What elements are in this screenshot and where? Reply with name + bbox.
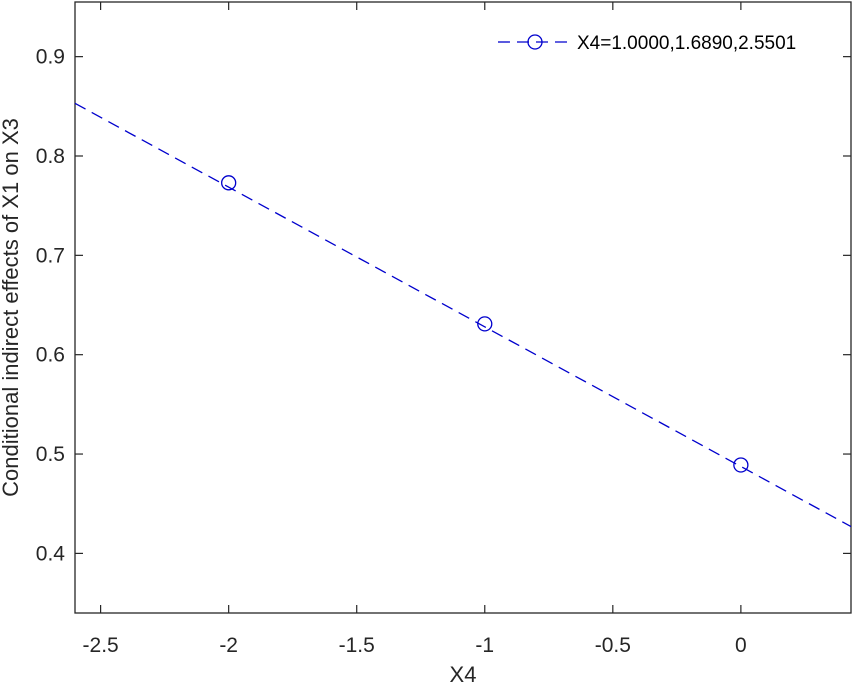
y-tick-label: 0.6 <box>36 344 65 367</box>
x-tick-label: 0 <box>735 634 747 657</box>
data-point <box>221 175 237 191</box>
legend-marker <box>527 34 543 50</box>
x-axis-ticks: -2.5 -2 -1.5 -1 -0.5 0 <box>83 2 747 657</box>
x-tick-label: -1 <box>475 634 494 657</box>
plot-frame <box>74 1 852 614</box>
data-point <box>733 457 749 473</box>
legend-label: X4=1.0000,1.6890,2.5501 <box>577 33 796 54</box>
legend: X4=1.0000,1.6890,2.5501 <box>498 33 796 54</box>
series-line <box>74 102 852 528</box>
y-tick-label: 0.5 <box>36 443 65 466</box>
x-tick-label: -2 <box>219 634 238 657</box>
y-tick-label: 0.4 <box>36 542 66 565</box>
y-tick-label: 0.7 <box>36 244 65 267</box>
y-tick-label: 0.9 <box>36 46 65 69</box>
x-tick-label: -0.5 <box>595 634 631 657</box>
series-layer <box>74 102 852 528</box>
x-tick-label: -2.5 <box>83 634 119 657</box>
x-tick-label: -1.5 <box>339 634 375 657</box>
data-point <box>477 316 493 332</box>
plot-area <box>74 1 852 614</box>
y-tick-label: 0.8 <box>36 145 65 168</box>
y-axis-ticks: 0.4 0.5 0.6 0.7 0.8 0.9 <box>36 46 851 565</box>
y-axis-label: Conditional indirect effects of X1 on X3 <box>0 118 23 497</box>
x-axis-label: X4 <box>450 662 477 683</box>
